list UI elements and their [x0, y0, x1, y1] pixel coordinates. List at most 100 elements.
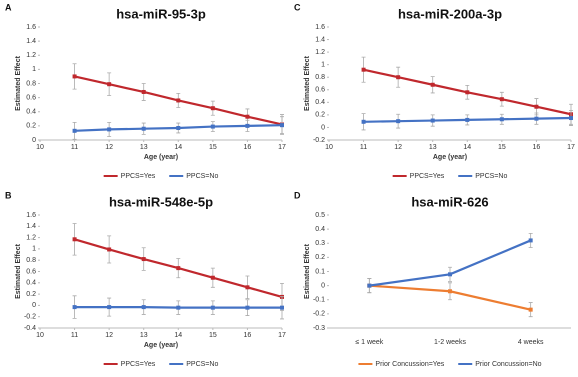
- marker: [176, 98, 181, 103]
- marker: [107, 305, 112, 310]
- x-tick-label: 1-2 weeks: [434, 339, 466, 346]
- y-tick-label: 1.4: [315, 36, 325, 43]
- marker: [72, 237, 77, 242]
- legend-label: PPCS=No: [186, 173, 218, 180]
- marker: [245, 114, 250, 119]
- x-tick-label: 12: [105, 144, 113, 151]
- x-axis-label: Age (year): [433, 154, 467, 161]
- y-tick-label: 0.6: [26, 268, 36, 275]
- legend-label: Prior Concussion=Yes: [375, 361, 444, 368]
- panel-label: C: [294, 2, 301, 12]
- y-tick-label: 0.8: [26, 80, 36, 87]
- marker: [367, 283, 372, 288]
- marker: [534, 116, 539, 121]
- marker: [210, 106, 215, 111]
- x-tick-label: 14: [174, 332, 182, 339]
- legend-label: PPCS=No: [186, 361, 218, 368]
- y-tick-label: 0.4: [315, 99, 325, 106]
- y-tick-label: 0.3: [315, 240, 325, 247]
- x-tick-label: 14: [463, 144, 471, 151]
- y-tick-label: 1: [32, 246, 36, 253]
- x-axis-label: Age (year): [144, 154, 178, 161]
- y-axis-label: Estimated Effect: [15, 55, 22, 111]
- marker: [361, 67, 366, 72]
- x-tick-label: 11: [360, 144, 367, 151]
- x-tick-label: ≤ 1 week: [355, 339, 383, 346]
- marker: [141, 126, 146, 131]
- y-tick-label: 0.8: [315, 74, 325, 81]
- x-tick-label: 14: [174, 144, 182, 151]
- marker: [465, 117, 470, 122]
- x-tick-label: 13: [429, 144, 437, 151]
- marker: [72, 74, 77, 79]
- marker: [396, 75, 401, 80]
- marker: [569, 116, 573, 121]
- y-tick-label: 0: [321, 124, 325, 131]
- x-tick-label: 15: [209, 332, 217, 339]
- marker: [141, 257, 146, 262]
- chart-title: hsa-miR-95-3p: [116, 6, 206, 21]
- marker: [141, 89, 146, 94]
- y-tick-label: -0.1: [313, 297, 325, 304]
- x-tick-label: 4 weeks: [518, 339, 544, 346]
- marker: [72, 128, 77, 133]
- marker: [107, 82, 112, 87]
- chart-title: hsa-miR-548e-5p: [109, 194, 213, 209]
- y-tick-label: 0: [321, 282, 325, 289]
- x-tick-label: 12: [394, 144, 402, 151]
- y-tick-label: 0.6: [315, 87, 325, 94]
- chart-title: hsa-miR-200a-3p: [398, 6, 502, 21]
- legend-label: PPCS=Yes: [121, 361, 156, 368]
- x-tick-label: 17: [278, 144, 286, 151]
- x-tick-label: 11: [71, 144, 78, 151]
- marker: [176, 266, 181, 271]
- marker: [430, 118, 435, 123]
- marker: [107, 247, 112, 252]
- y-tick-label: 0.2: [26, 291, 36, 298]
- y-tick-label: 1.6: [26, 24, 36, 31]
- x-tick-label: 17: [567, 144, 575, 151]
- y-tick-label: 0.4: [26, 109, 36, 116]
- x-tick-label: 16: [533, 144, 541, 151]
- marker: [499, 117, 504, 122]
- y-tick-label: 0.2: [315, 112, 325, 119]
- x-tick-label: 16: [244, 144, 252, 151]
- x-tick-label: 12: [105, 332, 113, 339]
- panel-label: D: [294, 190, 301, 200]
- marker: [141, 305, 146, 310]
- chart-title: hsa-miR-626: [411, 194, 488, 209]
- marker: [245, 305, 250, 310]
- marker: [245, 123, 250, 128]
- legend-label: PPCS=Yes: [410, 173, 445, 180]
- y-tick-label: 0: [32, 302, 36, 309]
- y-tick-label: 1.2: [315, 49, 325, 56]
- panel-label: A: [5, 2, 12, 12]
- x-tick-label: 10: [36, 144, 44, 151]
- y-tick-label: -0.4: [24, 325, 36, 332]
- y-tick-label: 0.2: [26, 123, 36, 130]
- marker: [448, 289, 452, 294]
- y-axis-label: Estimated Effect: [304, 55, 311, 111]
- x-tick-label: 10: [325, 144, 333, 151]
- marker: [534, 104, 539, 109]
- marker: [176, 125, 181, 130]
- y-tick-label: 1.6: [315, 24, 325, 31]
- marker: [448, 272, 452, 277]
- y-tick-label: 0.2: [315, 254, 325, 261]
- marker: [245, 285, 250, 290]
- y-tick-label: 0.4: [315, 226, 325, 233]
- x-tick-label: 15: [209, 144, 217, 151]
- y-axis-label: Estimated Effect: [15, 243, 22, 299]
- marker: [176, 305, 181, 310]
- panel-label: B: [5, 190, 12, 200]
- x-tick-label: 11: [71, 332, 78, 339]
- y-tick-label: 1.6: [26, 212, 36, 219]
- y-tick-label: 1.4: [26, 38, 36, 45]
- y-axis-label: Estimated Effect: [304, 243, 311, 299]
- y-tick-label: 0: [32, 137, 36, 144]
- marker: [396, 119, 401, 124]
- marker: [210, 124, 215, 129]
- x-tick-label: 10: [36, 332, 44, 339]
- y-tick-label: 0.8: [26, 257, 36, 264]
